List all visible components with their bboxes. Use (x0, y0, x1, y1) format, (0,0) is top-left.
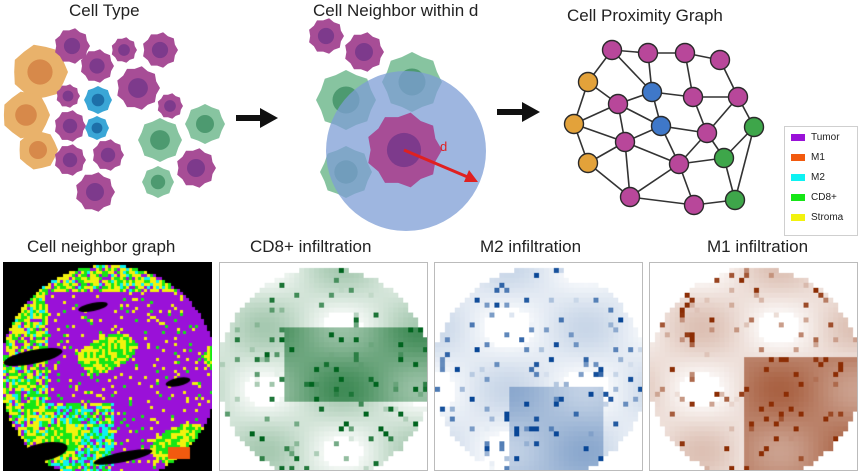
cell-type-illustration (3, 28, 225, 212)
stroma-cell (3, 91, 50, 139)
legend-item-m1: M1 (791, 151, 825, 163)
legend-swatch-stroma (791, 213, 805, 221)
m2-cell (84, 86, 112, 114)
graph-node-stroma (577, 152, 599, 174)
graph-node-tumor (696, 122, 718, 144)
graph-node-tumor (637, 42, 659, 64)
title-m1-infiltration: M1 infiltration (707, 237, 809, 256)
distance-label: d (440, 139, 447, 154)
arrow-1-icon (236, 108, 278, 128)
graph-node-cd8 (713, 147, 735, 169)
tumor-cell (93, 139, 124, 171)
graph-node-m2 (650, 115, 672, 137)
graph-node-tumor (614, 131, 636, 153)
title-cell-type: Cell Type (69, 1, 140, 20)
title-proximity-graph: Cell Proximity Graph (567, 6, 723, 25)
legend-item-tumor: Tumor (791, 131, 840, 143)
cd8-cell (138, 118, 182, 162)
title-cell-neighbor: Cell Neighbor within d (313, 1, 479, 20)
arrow-2-icon (497, 102, 540, 122)
stroma-cell (19, 130, 59, 170)
legend-swatch-m2 (791, 173, 805, 181)
legend-item-cd8: CD8+ (791, 191, 837, 203)
graph-node-tumor (727, 86, 749, 108)
tumor-cell (76, 172, 115, 212)
graph-node-tumor (674, 42, 696, 64)
m2-cell (85, 116, 109, 140)
cell-neighbor-graph-image (3, 262, 212, 471)
tumor-cell (177, 148, 216, 188)
graph-node-m2 (641, 81, 663, 103)
m2-infiltration-heatmap (434, 262, 643, 471)
graph-node-tumor (607, 93, 629, 115)
title-cd8-infiltration: CD8+ infiltration (250, 237, 372, 256)
m1-infiltration-heatmap (649, 262, 858, 471)
legend-swatch-tumor (791, 133, 805, 141)
legend-item-stroma: Stroma (791, 211, 843, 223)
title-m2-infiltration: M2 infiltration (480, 237, 582, 256)
tumor-cell (111, 37, 137, 63)
legend-swatch-cd8 (791, 193, 805, 201)
graph-node-tumor (682, 86, 704, 108)
tumor-cell (56, 84, 80, 108)
legend-swatch-m1 (791, 153, 805, 161)
tumor-cell (345, 32, 384, 72)
graph-node-tumor (601, 39, 623, 61)
graph-node-tumor (668, 153, 690, 175)
cd8-cell (142, 166, 174, 198)
tumor-cell (309, 18, 344, 54)
graph-node-cd8 (743, 116, 765, 138)
graph-node-stroma (577, 71, 599, 93)
legend-item-m2: M2 (791, 171, 825, 183)
graph-edge (629, 196, 695, 206)
proximity-graph (563, 39, 765, 216)
tumor-cell (55, 28, 90, 64)
tumor-cell (143, 32, 178, 68)
cd8-infiltration-heatmap (219, 262, 428, 471)
title-neighbor-graph: Cell neighbor graph (27, 237, 176, 256)
graph-edge (734, 126, 755, 201)
stroma-cell (14, 44, 68, 100)
graph-node-tumor (619, 186, 641, 208)
graph-node-tumor (709, 49, 731, 71)
tumor-cell (55, 110, 86, 142)
graph-node-stroma (563, 113, 585, 135)
graph-node-tumor (683, 194, 705, 216)
tumor-cell (55, 144, 86, 176)
graph-node-cd8 (724, 189, 746, 211)
tumor-cell (157, 93, 183, 119)
cell-type-legend: Tumor M1 M2 CD8+ Stroma (784, 126, 858, 236)
tumor-cell (117, 66, 160, 110)
tumor-cell (81, 49, 114, 83)
cd8-cell (185, 104, 225, 144)
cell-neighbor-illustration: d (309, 18, 486, 231)
distance-arrow (403, 148, 478, 182)
